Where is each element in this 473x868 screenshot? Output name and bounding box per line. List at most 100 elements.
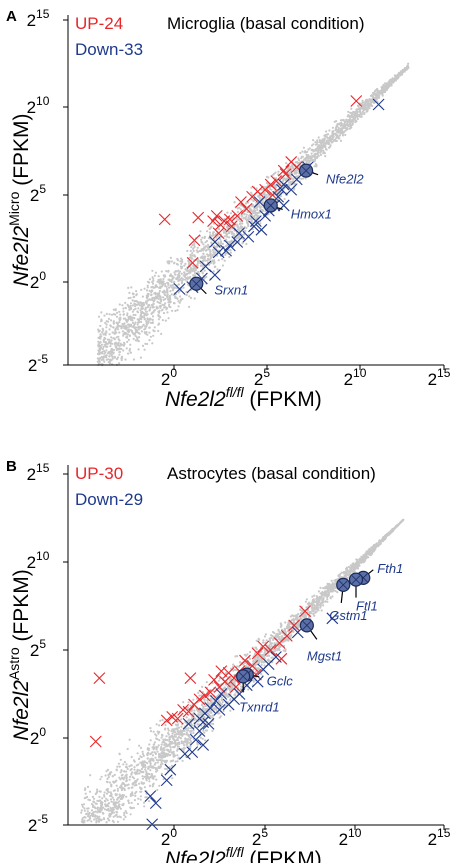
background-point	[124, 322, 126, 324]
background-point	[322, 587, 324, 589]
background-point	[164, 738, 166, 740]
background-point	[119, 778, 121, 780]
background-point	[244, 230, 246, 232]
background-point	[163, 755, 165, 757]
background-point	[118, 325, 120, 327]
background-point	[182, 287, 184, 289]
background-point	[114, 338, 116, 340]
background-point	[148, 778, 150, 780]
background-point	[369, 103, 371, 105]
background-point	[177, 270, 179, 272]
background-point	[143, 765, 145, 767]
background-point	[130, 793, 132, 795]
background-point	[326, 134, 328, 136]
background-point	[139, 333, 141, 335]
background-point	[114, 357, 116, 359]
background-point	[212, 251, 214, 253]
background-point	[355, 558, 357, 560]
background-point	[193, 250, 195, 252]
background-point	[263, 654, 265, 656]
background-point	[187, 720, 189, 722]
background-point	[302, 156, 304, 158]
background-point	[168, 279, 170, 281]
background-point	[122, 330, 124, 332]
background-point	[200, 239, 202, 241]
background-point	[115, 793, 117, 795]
background-point	[124, 302, 126, 304]
background-point	[291, 619, 293, 621]
background-point	[204, 705, 206, 707]
background-point	[314, 153, 316, 155]
background-point	[84, 810, 86, 812]
background-point	[346, 570, 348, 572]
background-point	[102, 348, 104, 350]
background-point	[183, 274, 185, 276]
background-point	[180, 734, 182, 736]
background-point	[111, 350, 113, 352]
background-point	[217, 712, 219, 714]
background-point	[128, 802, 130, 804]
background-point	[149, 785, 151, 787]
background-point	[111, 348, 113, 350]
background-point	[159, 720, 161, 722]
background-point	[152, 276, 154, 278]
background-point	[132, 776, 134, 778]
background-point	[101, 351, 103, 353]
background-point	[205, 708, 207, 710]
data-point-x	[193, 212, 204, 223]
background-point	[349, 572, 351, 574]
background-point	[142, 345, 144, 347]
background-point	[359, 108, 361, 110]
background-point	[309, 611, 311, 613]
background-point	[136, 340, 138, 342]
background-point	[168, 740, 170, 742]
data-point-x	[159, 214, 170, 225]
background-point	[181, 742, 183, 744]
background-point	[145, 320, 147, 322]
background-point	[191, 269, 193, 271]
background-point	[205, 241, 207, 243]
background-point	[105, 330, 107, 332]
background-point	[218, 259, 220, 261]
background-point	[153, 767, 155, 769]
background-point	[93, 818, 95, 820]
background-point	[160, 748, 162, 750]
background-point	[252, 212, 254, 214]
background-point	[206, 681, 208, 683]
background-point	[164, 283, 166, 285]
background-point	[108, 819, 110, 821]
background-point	[204, 237, 206, 239]
background-point	[219, 701, 221, 703]
background-point	[323, 141, 325, 143]
background-point	[167, 262, 169, 264]
background-point	[157, 324, 159, 326]
background-point	[245, 665, 247, 667]
background-point	[134, 323, 136, 325]
background-point	[206, 249, 208, 251]
background-point	[371, 94, 373, 96]
background-point	[192, 255, 194, 257]
background-point	[338, 131, 340, 133]
background-point	[101, 344, 103, 346]
background-point	[197, 271, 199, 273]
background-point	[122, 782, 124, 784]
background-point	[302, 615, 304, 617]
background-point	[131, 791, 133, 793]
background-point	[308, 602, 310, 604]
background-point	[236, 224, 238, 226]
background-point	[247, 225, 249, 227]
background-point	[239, 227, 241, 229]
background-point	[114, 330, 116, 332]
background-point	[329, 139, 331, 141]
background-point	[166, 760, 168, 762]
background-point	[312, 149, 314, 151]
data-point-x	[351, 96, 362, 107]
background-point	[318, 147, 320, 149]
background-point	[101, 776, 103, 778]
background-point	[172, 759, 174, 761]
background-point	[190, 250, 192, 252]
background-point	[349, 121, 351, 123]
background-point	[147, 758, 149, 760]
background-point	[158, 275, 160, 277]
background-point	[366, 101, 368, 103]
